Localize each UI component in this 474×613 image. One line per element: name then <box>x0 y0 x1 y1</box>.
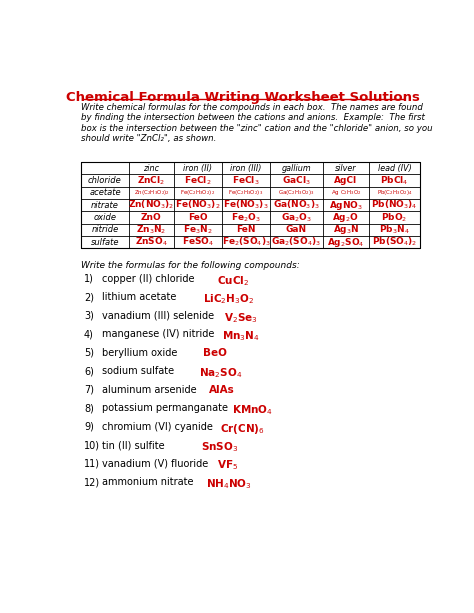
Text: ZnSO$_4$: ZnSO$_4$ <box>135 236 168 248</box>
Text: PbO$_2$: PbO$_2$ <box>382 211 408 224</box>
Text: NH$_4$NO$_3$: NH$_4$NO$_3$ <box>207 477 252 491</box>
Text: tin (II) sulfite: tin (II) sulfite <box>102 440 164 450</box>
Text: copper (II) chloride: copper (II) chloride <box>102 274 194 284</box>
Text: Fe(C$_2$H$_3$O$_2$)$_2$: Fe(C$_2$H$_3$O$_2$)$_2$ <box>181 188 216 197</box>
Text: FeO: FeO <box>188 213 208 222</box>
Text: SnSO$_3$: SnSO$_3$ <box>201 440 238 454</box>
Text: iron (II): iron (II) <box>183 164 212 173</box>
Text: vanadium (V) fluoride: vanadium (V) fluoride <box>102 459 208 468</box>
Text: Na$_2$SO$_4$: Na$_2$SO$_4$ <box>199 366 242 380</box>
Text: gallium: gallium <box>282 164 311 173</box>
Text: Ag$_2$O: Ag$_2$O <box>332 211 359 224</box>
Text: AgCl: AgCl <box>335 176 357 185</box>
Text: VF$_5$: VF$_5$ <box>217 459 238 473</box>
Text: 9): 9) <box>84 422 94 432</box>
Text: CuCl$_2$: CuCl$_2$ <box>217 274 249 287</box>
Text: ammonium nitrate: ammonium nitrate <box>102 477 193 487</box>
Text: Pb(NO$_3$)$_4$: Pb(NO$_3$)$_4$ <box>371 199 418 211</box>
Text: Ga(C$_2$H$_3$O$_2$)$_3$: Ga(C$_2$H$_3$O$_2$)$_3$ <box>278 188 315 197</box>
Text: GaN: GaN <box>286 226 307 234</box>
Text: Ga(NO$_3$)$_3$: Ga(NO$_3$)$_3$ <box>273 199 320 211</box>
Text: Ag$_3$N: Ag$_3$N <box>333 223 359 237</box>
Text: 5): 5) <box>84 348 94 357</box>
Text: sulfate: sulfate <box>91 238 119 246</box>
Text: Ga$_2$(SO$_4$)$_3$: Ga$_2$(SO$_4$)$_3$ <box>271 236 321 248</box>
Text: oxide: oxide <box>93 213 117 222</box>
Text: lead (IV): lead (IV) <box>378 164 411 173</box>
Text: BeO: BeO <box>202 348 227 357</box>
Text: 7): 7) <box>84 384 94 395</box>
Text: Zn(NO$_3$)$_2$: Zn(NO$_3$)$_2$ <box>128 199 174 211</box>
Text: Pb(SO$_4$)$_2$: Pb(SO$_4$)$_2$ <box>372 236 417 248</box>
Bar <box>81 162 419 248</box>
Text: zinc: zinc <box>144 164 159 173</box>
Text: silver: silver <box>335 164 357 173</box>
Text: Cr(CN)$_6$: Cr(CN)$_6$ <box>220 422 265 436</box>
Text: nitride: nitride <box>91 226 118 234</box>
Text: 3): 3) <box>84 311 94 321</box>
Text: ZnO: ZnO <box>141 213 162 222</box>
Text: 10): 10) <box>84 440 100 450</box>
Text: 4): 4) <box>84 329 94 339</box>
Text: Fe(C$_2$H$_3$O$_2$)$_3$: Fe(C$_2$H$_3$O$_2$)$_3$ <box>228 188 264 197</box>
Text: AgNO$_3$: AgNO$_3$ <box>329 199 363 211</box>
Text: FeCl$_3$: FeCl$_3$ <box>232 174 260 187</box>
Text: iron (III): iron (III) <box>230 164 262 173</box>
Text: FeSO$_4$: FeSO$_4$ <box>182 236 214 248</box>
Text: aluminum arsenide: aluminum arsenide <box>102 384 197 395</box>
Text: Fe$_3$N$_2$: Fe$_3$N$_2$ <box>183 224 213 236</box>
Text: V$_2$Se$_3$: V$_2$Se$_3$ <box>224 311 258 324</box>
Text: 12): 12) <box>84 477 100 487</box>
Text: Fe$_2$(SO$_4$)$_3$: Fe$_2$(SO$_4$)$_3$ <box>221 236 271 248</box>
Text: Zn(C$_2$H$_3$O$_2$)$_2$: Zn(C$_2$H$_3$O$_2$)$_2$ <box>134 188 169 197</box>
Text: nitrate: nitrate <box>91 200 119 210</box>
Text: Ag$_2$SO$_4$: Ag$_2$SO$_4$ <box>327 235 365 249</box>
Text: AlAs: AlAs <box>209 384 235 395</box>
Text: chloride: chloride <box>88 176 122 185</box>
Text: Write the formulas for the following compounds:: Write the formulas for the following com… <box>81 261 300 270</box>
Text: 8): 8) <box>84 403 94 413</box>
Text: Chemical Formula Writing Worksheet Solutions: Chemical Formula Writing Worksheet Solut… <box>66 91 420 104</box>
Text: Fe(NO$_3$)$_3$: Fe(NO$_3$)$_3$ <box>223 199 269 211</box>
Text: Pb(C$_2$H$_3$O$_2$)$_4$: Pb(C$_2$H$_3$O$_2$)$_4$ <box>377 188 412 197</box>
Text: ZnCl$_2$: ZnCl$_2$ <box>137 174 165 187</box>
Text: vanadium (III) selenide: vanadium (III) selenide <box>102 311 214 321</box>
Text: Mn$_3$N$_4$: Mn$_3$N$_4$ <box>222 329 260 343</box>
Text: lithium acetate: lithium acetate <box>102 292 176 302</box>
Text: FeCl$_2$: FeCl$_2$ <box>184 174 212 187</box>
Text: 11): 11) <box>84 459 100 468</box>
Text: Fe(NO$_3$)$_2$: Fe(NO$_3$)$_2$ <box>175 199 221 211</box>
Text: 1): 1) <box>84 274 94 284</box>
Text: Fe$_2$O$_3$: Fe$_2$O$_3$ <box>231 211 261 224</box>
Text: Write chemical formulas for the compounds in each box.  The names are found
by f: Write chemical formulas for the compound… <box>81 103 433 143</box>
Text: 6): 6) <box>84 366 94 376</box>
Text: manganese (IV) nitride: manganese (IV) nitride <box>102 329 214 339</box>
Text: sodium sulfate: sodium sulfate <box>102 366 174 376</box>
Text: beryllium oxide: beryllium oxide <box>102 348 177 357</box>
Text: Zn$_3$N$_2$: Zn$_3$N$_2$ <box>137 224 167 236</box>
Text: potassium permanganate: potassium permanganate <box>102 403 228 413</box>
Text: GaCl$_3$: GaCl$_3$ <box>282 174 311 187</box>
Text: Ag C$_2$H$_3$O$_2$: Ag C$_2$H$_3$O$_2$ <box>331 188 361 197</box>
Text: 2): 2) <box>84 292 94 302</box>
Text: KMnO$_4$: KMnO$_4$ <box>232 403 273 417</box>
Text: PbCl$_4$: PbCl$_4$ <box>380 174 409 187</box>
Text: Ga$_2$O$_3$: Ga$_2$O$_3$ <box>281 211 312 224</box>
Text: chromium (VI) cyanide: chromium (VI) cyanide <box>102 422 213 432</box>
Text: Pb$_3$N$_4$: Pb$_3$N$_4$ <box>379 224 410 236</box>
Text: LiC$_2$H$_3$O$_2$: LiC$_2$H$_3$O$_2$ <box>202 292 254 306</box>
Text: FeN: FeN <box>236 226 256 234</box>
Text: acetate: acetate <box>89 188 121 197</box>
